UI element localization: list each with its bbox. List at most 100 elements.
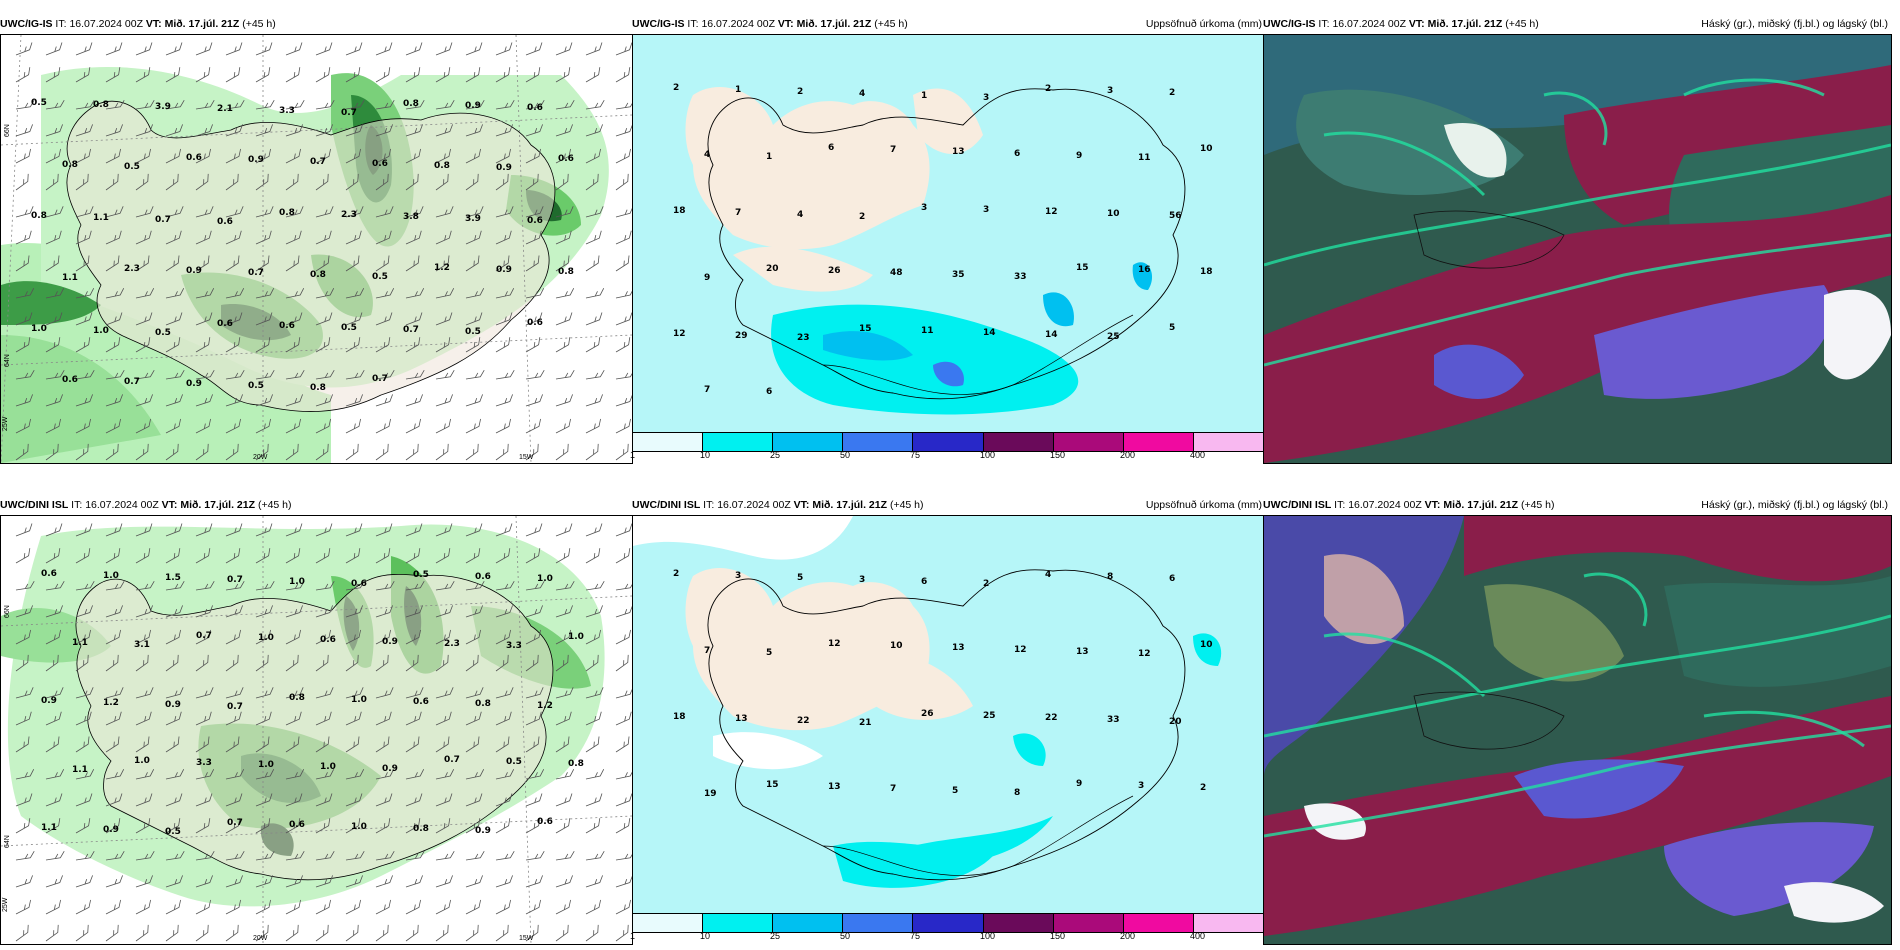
legend-swatch: [1123, 914, 1194, 932]
wind-barb: [585, 875, 603, 888]
value-label: 0.9: [186, 379, 202, 389]
wind-barb: [615, 255, 630, 272]
wind-barb: [525, 654, 539, 672]
wind-barb: [315, 42, 333, 56]
wind-barb: [165, 337, 181, 353]
wind-barb: [135, 580, 155, 591]
map-panel-precip-wind-ig[interactable]: 0.5 0.8 3.9 2.1 3.3 0.7 0.8 0.9 0.6 0.8 0.5 0.6 0.9 0…: [0, 34, 633, 464]
wind-barb: [525, 288, 545, 299]
value-label: 0.5: [372, 272, 388, 282]
wind-barb: [555, 580, 575, 591]
map-panel-precip-wind-dini[interactable]: 0.6 1.0 1.5 0.7 1.0 0.6 0.5 0.6 1.0 1.1 3.1 0.7 1.0 0…: [0, 515, 633, 945]
wind-barb: [405, 548, 421, 564]
wind-barb: [75, 736, 90, 753]
wind-barb: [525, 736, 540, 753]
value-label: 23: [797, 333, 810, 343]
wind-barb: [285, 580, 305, 591]
wind-barb: [315, 818, 331, 834]
wind-barb: [435, 418, 451, 434]
wind-barb: [495, 605, 513, 618]
wind-barb: [165, 899, 181, 915]
panel-title: UWC/DINI ISL IT: 16.07.2024 00Z VT: Mið.…: [632, 499, 924, 511]
legend-swatch: [633, 433, 704, 451]
wind-barb: [375, 443, 389, 461]
value-label: 0.5: [124, 162, 140, 172]
wind-barb: [435, 605, 453, 618]
wind-barb: [285, 899, 301, 915]
wind-barb: [555, 687, 574, 699]
wind-barb: [165, 793, 183, 807]
value-label: 0.8: [568, 759, 584, 769]
wind-barb: [435, 394, 453, 407]
wind-barb: [15, 369, 35, 380]
value-label: 18: [673, 206, 686, 216]
wind-barb: [285, 288, 305, 299]
value-label: 0.6: [527, 103, 543, 113]
wind-barb: [135, 67, 151, 83]
wind-barb: [255, 875, 273, 888]
wind-barb: [375, 394, 393, 407]
wind-barb: [195, 443, 209, 461]
wind-barb: [165, 654, 179, 672]
wind-barb: [105, 288, 125, 299]
wind-barb: [255, 769, 275, 780]
wind-barb: [615, 736, 630, 753]
wind-barb: [285, 548, 301, 564]
map-panel-clouds-ig[interactable]: [1263, 34, 1892, 464]
wind-barb: [165, 687, 184, 699]
wind-barb: [555, 173, 569, 191]
wind-barb: [345, 394, 363, 407]
wind-barb: [75, 850, 95, 861]
value-label: 0.8: [403, 99, 419, 109]
value-label: 14: [983, 328, 996, 338]
value-label: 0.7: [124, 377, 140, 387]
wind-barb: [585, 769, 605, 780]
panel-header-tr: UWC/IG-IS IT: 16.07.2024 00Z VT: Mið. 17…: [1263, 12, 1900, 30]
precip-legend-ticks-top: 1 10 25 50 75 100 150 200 400: [630, 450, 1262, 462]
wind-barb: [75, 337, 91, 353]
wind-barb: [465, 288, 485, 299]
value-label: 13: [828, 782, 841, 792]
map-panel-precip-accum-dini[interactable]: 2 3 5 3 6 2 4 8 6 7 5 12 10 13 12 13 12 10 18 13 22 21 26 25 22 3…: [632, 515, 1264, 915]
wind-barb: [345, 42, 363, 56]
value-label: 1.0: [568, 632, 584, 642]
wind-barb: [135, 173, 149, 191]
wind-barb: [315, 548, 331, 564]
wind-barb: [465, 337, 481, 353]
wind-barb: [225, 850, 245, 861]
wind-barb: [285, 629, 301, 645]
wind-barb: [165, 443, 179, 461]
wind-barb: [525, 769, 545, 780]
wind-barb: [405, 736, 420, 753]
wind-barb: [345, 312, 363, 326]
value-label: 1.0: [134, 756, 150, 766]
wind-barb: [495, 629, 511, 645]
wind-barb: [345, 418, 361, 434]
wind-barb: [255, 711, 272, 726]
wind-barb: [225, 899, 241, 915]
wind-barb: [165, 769, 185, 780]
wind-barb: [495, 818, 511, 834]
wind-barb: [405, 173, 419, 191]
map-panel-clouds-dini[interactable]: [1263, 515, 1892, 945]
wind-barb: [225, 173, 239, 191]
wind-barb: [525, 818, 541, 834]
wind-barb: [465, 443, 479, 461]
wind-barb: [495, 548, 511, 564]
wind-barb: [255, 924, 269, 942]
wind-barb: [315, 394, 333, 407]
wind-barb: [105, 924, 119, 942]
legend-tick-label: 100: [980, 450, 996, 460]
wind-barb: [345, 654, 359, 672]
wind-barb: [525, 230, 542, 245]
wind-barb: [435, 548, 451, 564]
wind-barb: [555, 711, 572, 726]
map-panel-precip-accum-ig[interactable]: 2 1 2 4 1 3 2 3 2 4 1 6 7 13 6 9 11 10 18 7 4 2 3 3 12 10 56 9 20 26 4…: [632, 34, 1264, 434]
wind-barb: [585, 255, 600, 272]
value-label: 0.9: [41, 696, 57, 706]
wind-barb: [75, 67, 91, 83]
wind-barb: [495, 736, 510, 753]
wind-barb: [225, 418, 241, 434]
wind-barb: [495, 875, 513, 888]
wind-barb: [555, 67, 571, 83]
